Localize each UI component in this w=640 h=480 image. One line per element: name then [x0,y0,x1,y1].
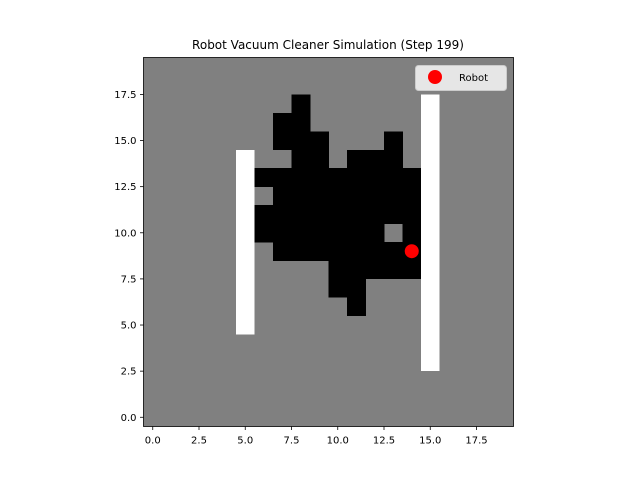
cleaned-cell [384,131,403,151]
y-tick-label: 0.0 [121,413,137,424]
cleaned-cell [273,223,292,243]
cleaned-cell [310,223,329,243]
cleaned-cell [384,186,403,206]
cleaned-cell [384,242,403,261]
cleaned-cell [254,205,274,224]
obstacle-wall [236,149,255,335]
cleaned-cell [365,186,385,206]
cleaned-cell [347,297,366,317]
cleaned-cell [402,205,422,224]
cleaned-cell [347,168,366,187]
cleaned-cell [347,242,366,261]
cleaned-cell [347,149,366,169]
cleaned-cell [402,168,422,187]
cleaned-cell [328,223,348,243]
cleaned-cell [291,131,311,151]
cleaned-cell [291,168,311,187]
y-tick-label: 15.0 [114,136,136,147]
grid-cells [143,57,514,427]
cleaned-cell [347,260,366,280]
cleaned-cell [328,260,348,280]
cleaned-cell [273,168,292,187]
legend-robot-label: Robot [459,73,488,84]
y-tick-label: 17.5 [114,90,136,101]
chart-title: Robot Vacuum Cleaner Simulation (Step 19… [192,38,464,52]
cleaned-cell [328,168,348,187]
x-tick-label: 15.0 [419,436,441,447]
cleaned-cell [291,149,311,169]
x-tick-label: 10.0 [327,436,349,447]
x-tick-label: 2.5 [191,436,207,447]
x-tick-label: 0.0 [145,436,161,447]
x-tick-label: 7.5 [284,436,300,447]
cleaned-cell [402,186,422,206]
x-axis: 0.0 2.5 5.0 7.5 10.0 12.5 15.0 17.5 [145,426,488,447]
cleaned-cell [328,278,348,298]
cleaned-cell [365,260,385,280]
robot-marker [404,244,419,259]
cleaned-cell [254,223,274,243]
cleaned-cell [365,149,385,169]
cleaned-cell [384,260,403,280]
cleaned-cell [347,278,366,298]
cleaned-cell [402,223,422,243]
y-tick-label: 10.0 [114,228,136,239]
cleaned-cell [328,242,348,261]
cleaned-cell [347,205,366,224]
cleaned-cell [291,223,311,243]
cleaned-cell [273,205,292,224]
cleaned-cell [291,94,311,114]
cleaned-cell [291,242,311,261]
cleaned-cell [273,131,292,151]
cleaned-cell [310,149,329,169]
cleaned-cell [310,186,329,206]
cleaned-cell [365,168,385,187]
cleaned-cell [273,242,292,261]
cleaned-cell [310,242,329,261]
cleaned-cell [291,186,311,206]
cleaned-cell [328,205,348,224]
legend-robot-marker [428,70,442,84]
cleaned-cell [310,168,329,187]
cleaned-cell [291,112,311,132]
cleaned-cell [347,223,366,243]
y-tick-label: 5.0 [121,321,137,332]
y-tick-label: 7.5 [121,274,137,285]
cleaned-cell [328,186,348,206]
robot-layer [404,244,419,259]
cleaned-cell [291,205,311,224]
cleaned-cell [310,131,329,151]
x-tick-label: 12.5 [373,436,395,447]
legend: Robot [415,65,507,91]
cleaned-cell [384,205,403,224]
y-axis: 0.0 2.5 5.0 7.5 10.0 12.5 15.0 17.5 [114,90,144,424]
cleaned-cell [310,205,329,224]
cleaned-cell [384,168,403,187]
cleaned-cell [273,186,292,206]
cleaned-cell [347,186,366,206]
cleaned-cell [365,242,385,261]
cleaned-cell [273,112,292,132]
cleaned-cell [384,149,403,169]
cleaned-cell [365,205,385,224]
cleaned-cell [254,168,274,187]
y-tick-label: 12.5 [114,182,136,193]
axes-frame [143,57,514,427]
obstacle-wall [421,94,440,372]
cleaned-cell [365,223,385,243]
y-tick-label: 2.5 [121,367,137,378]
cleaned-cell [402,260,422,280]
x-tick-label: 5.0 [237,436,253,447]
x-tick-label: 17.5 [465,436,487,447]
